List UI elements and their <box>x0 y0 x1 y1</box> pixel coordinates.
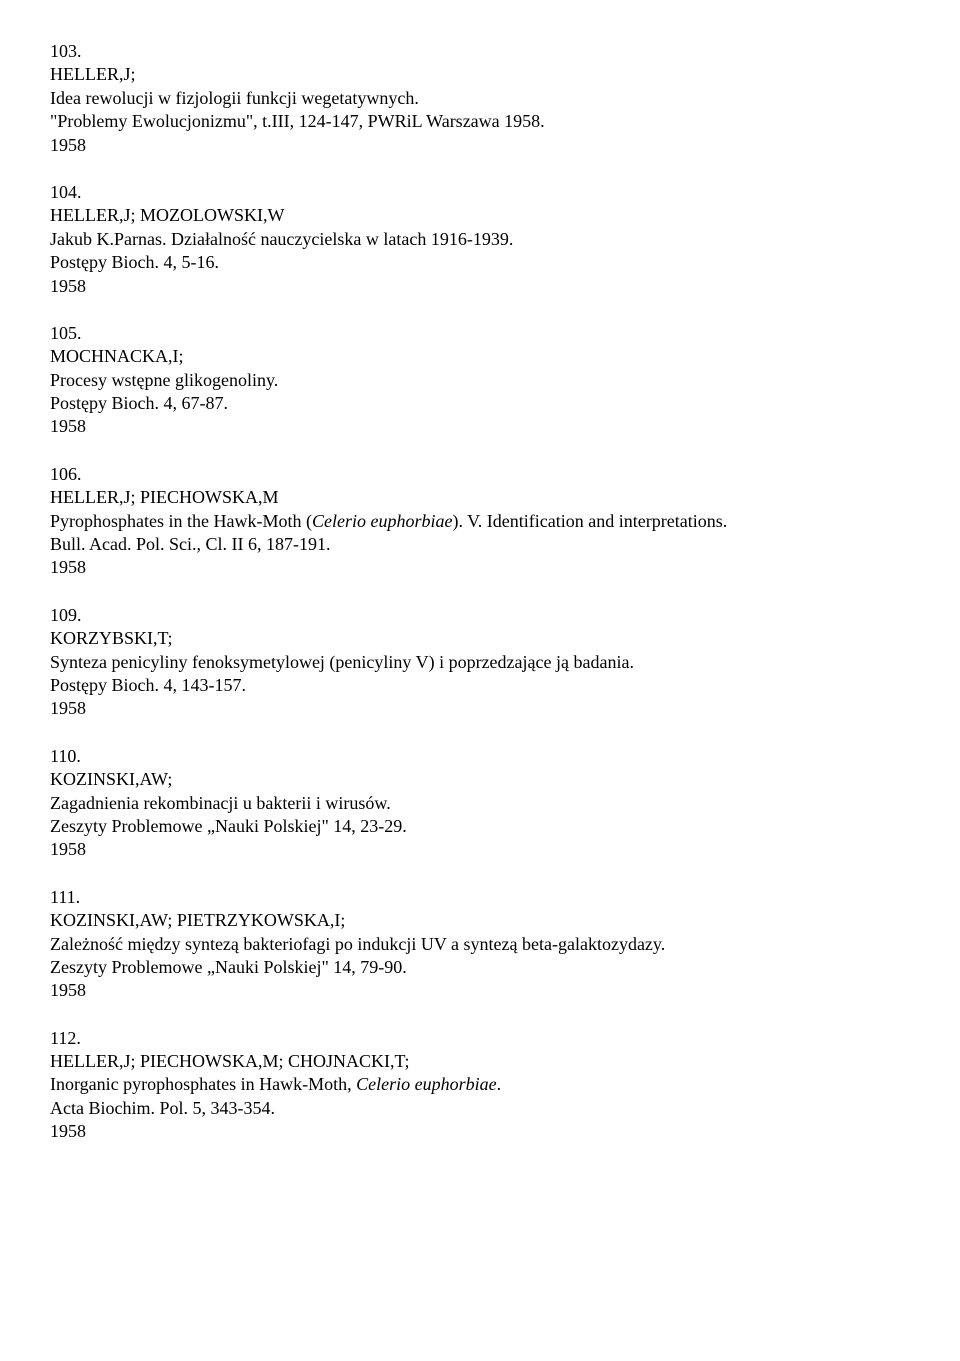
entry-authors: HELLER,J; PIECHOWSKA,M <box>50 486 910 509</box>
bibliography-entry: 112.HELLER,J; PIECHOWSKA,M; CHOJNACKI,T;… <box>50 1027 910 1144</box>
entry-number: 106. <box>50 463 910 486</box>
entry-title: Inorganic pyrophosphates in Hawk-Moth, C… <box>50 1073 910 1096</box>
entry-year: 1958 <box>50 697 910 720</box>
bibliography-entry: 106.HELLER,J; PIECHOWSKA,MPyrophosphates… <box>50 463 910 580</box>
entry-number: 112. <box>50 1027 910 1050</box>
entry-title: Jakub K.Parnas. Działalność nauczycielsk… <box>50 228 910 251</box>
entry-title-post: ). V. Identification and interpretations… <box>452 511 727 531</box>
bibliography-entry: 104.HELLER,J; MOZOLOWSKI,WJakub K.Parnas… <box>50 181 910 298</box>
entry-source: "Problemy Ewolucjonizmu", t.III, 124-147… <box>50 110 910 133</box>
bibliography-entry: 110.KOZINSKI,AW;Zagadnienia rekombinacji… <box>50 745 910 862</box>
entry-year: 1958 <box>50 556 910 579</box>
entry-authors: KOZINSKI,AW; <box>50 768 910 791</box>
entry-number: 109. <box>50 604 910 627</box>
entry-authors: HELLER,J; PIECHOWSKA,M; CHOJNACKI,T; <box>50 1050 910 1073</box>
entry-title: Idea rewolucji w fizjologii funkcji wege… <box>50 87 910 110</box>
entry-number: 103. <box>50 40 910 63</box>
entry-source: Acta Biochim. Pol. 5, 343-354. <box>50 1097 910 1120</box>
entry-authors: KORZYBSKI,T; <box>50 627 910 650</box>
entry-title-italic: Celerio euphorbiae <box>312 511 452 531</box>
entry-title: Zagadnienia rekombinacji u bakterii i wi… <box>50 792 910 815</box>
entry-authors: MOCHNACKA,I; <box>50 345 910 368</box>
bibliography-list: 103.HELLER,J;Idea rewolucji w fizjologii… <box>50 40 910 1144</box>
entry-year: 1958 <box>50 275 910 298</box>
entry-source: Postępy Bioch. 4, 67-87. <box>50 392 910 415</box>
entry-title-post: . <box>497 1074 502 1094</box>
entry-year: 1958 <box>50 415 910 438</box>
entry-year: 1958 <box>50 134 910 157</box>
bibliography-entry: 109.KORZYBSKI,T;Synteza penicyliny fenok… <box>50 604 910 721</box>
bibliography-entry: 105.MOCHNACKA,I;Procesy wstępne glikogen… <box>50 322 910 439</box>
entry-title: Synteza penicyliny fenoksymetylowej (pen… <box>50 651 910 674</box>
entry-authors: HELLER,J; MOZOLOWSKI,W <box>50 204 910 227</box>
entry-source: Postępy Bioch. 4, 143-157. <box>50 674 910 697</box>
entry-source: Postępy Bioch. 4, 5-16. <box>50 251 910 274</box>
entry-number: 111. <box>50 886 910 909</box>
entry-authors: HELLER,J; <box>50 63 910 86</box>
entry-title: Pyrophosphates in the Hawk-Moth (Celerio… <box>50 510 910 533</box>
entry-year: 1958 <box>50 1120 910 1143</box>
bibliography-entry: 103.HELLER,J;Idea rewolucji w fizjologii… <box>50 40 910 157</box>
entry-source: Zeszyty Problemowe „Nauki Polskiej" 14, … <box>50 815 910 838</box>
entry-year: 1958 <box>50 979 910 1002</box>
entry-title-pre: Pyrophosphates in the Hawk-Moth ( <box>50 511 312 531</box>
entry-number: 104. <box>50 181 910 204</box>
entry-title: Procesy wstępne glikogenoliny. <box>50 369 910 392</box>
entry-year: 1958 <box>50 838 910 861</box>
entry-title-pre: Inorganic pyrophosphates in Hawk-Moth, <box>50 1074 356 1094</box>
entry-source: Zeszyty Problemowe „Nauki Polskiej" 14, … <box>50 956 910 979</box>
entry-number: 110. <box>50 745 910 768</box>
entry-source: Bull. Acad. Pol. Sci., Cl. II 6, 187-191… <box>50 533 910 556</box>
entry-title: Zależność między syntezą bakteriofagi po… <box>50 933 910 956</box>
bibliography-entry: 111.KOZINSKI,AW; PIETRZYKOWSKA,I;Zależno… <box>50 886 910 1003</box>
entry-number: 105. <box>50 322 910 345</box>
entry-authors: KOZINSKI,AW; PIETRZYKOWSKA,I; <box>50 909 910 932</box>
entry-title-italic: Celerio euphorbiae <box>356 1074 496 1094</box>
